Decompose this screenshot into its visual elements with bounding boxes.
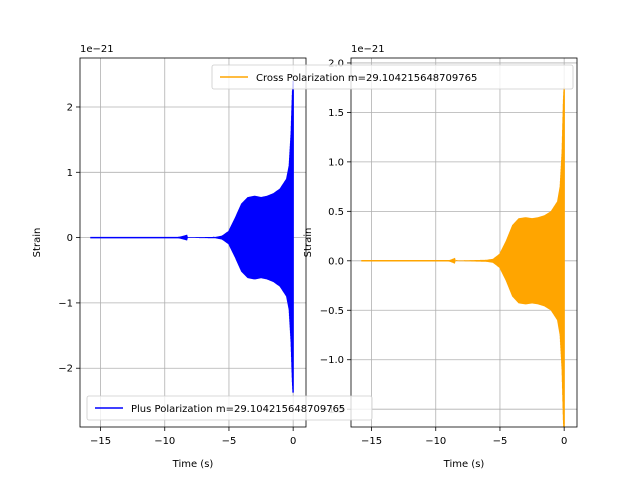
axes-frame <box>350 57 578 428</box>
y-axis-label: Strain <box>303 228 314 258</box>
y-tick-label: −2 <box>58 364 73 375</box>
series-line-plus <box>90 80 294 393</box>
x-tick-label: 0 <box>290 436 296 447</box>
y-tick-label: −1 <box>58 298 73 309</box>
x-tick-label: −15 <box>361 436 382 447</box>
y-tick-label: 2.0 <box>328 58 344 69</box>
x-tick-label: −5 <box>222 436 237 447</box>
y-tick-label: −0.5 <box>320 306 344 317</box>
y-tick-label: 0.5 <box>328 207 344 218</box>
y-tick-label: 2 <box>67 102 73 113</box>
x-axis-label: Time (s) <box>443 459 485 470</box>
legend-box <box>86 395 373 421</box>
legend: Plus Polarization m=29.104215648709765 <box>86 395 373 421</box>
subplot-2: −15−10−50−1.5−1.0−0.50.00.51.01.52.01e−2… <box>303 44 578 470</box>
legend: Cross Polarization m=29.104215648709765 <box>211 64 574 90</box>
y-tick-label: 0.0 <box>328 256 344 267</box>
y-tick-label: 1.0 <box>328 157 344 168</box>
x-tick-label: −5 <box>493 436 508 447</box>
y-tick-label: 1.5 <box>328 108 344 119</box>
y-tick-label: 1 <box>67 168 73 179</box>
offset-text: 1e−21 <box>351 44 385 55</box>
x-tick-label: 0 <box>561 436 567 447</box>
y-tick-label: −1.0 <box>320 355 344 366</box>
series-line-cross <box>361 87 565 427</box>
x-tick-label: −10 <box>425 436 446 447</box>
offset-text: 1e−21 <box>80 44 114 55</box>
y-tick-label: 0 <box>67 233 73 244</box>
x-axis-label: Time (s) <box>172 459 214 470</box>
axes-frame <box>79 57 307 428</box>
y-axis-label: Strain <box>32 228 43 258</box>
legend-label: Plus Polarization m=29.104215648709765 <box>131 404 345 415</box>
legend-label: Cross Polarization m=29.104215648709765 <box>256 73 477 84</box>
x-tick-label: −10 <box>154 436 175 447</box>
x-tick-label: −15 <box>90 436 111 447</box>
legend-box <box>211 64 574 90</box>
